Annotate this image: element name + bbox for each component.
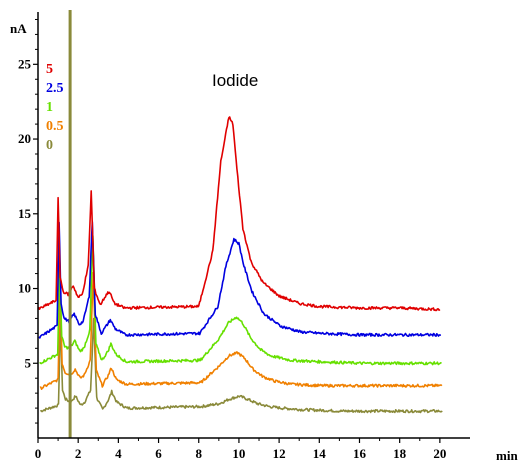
legend-label-0-5: 0.5 xyxy=(46,119,64,134)
x-tick-label: 12 xyxy=(273,446,286,461)
x-tick-label: 20 xyxy=(433,446,446,461)
x-tick-label: 0 xyxy=(35,446,42,461)
x-tick-label: 18 xyxy=(393,446,407,461)
legend: 5 2.5 1 0.5 0 xyxy=(46,62,64,153)
x-ticks: 0 2 4 6 8 10 12 14 16 18 20 xyxy=(35,438,446,461)
x-tick-label: 14 xyxy=(313,446,327,461)
series-line-2-5 xyxy=(38,220,442,339)
y-axis-unit-label: nA xyxy=(10,21,27,36)
plot-lines xyxy=(37,10,443,438)
x-tick-label: 8 xyxy=(195,446,202,461)
legend-label-2-5: 2.5 xyxy=(46,81,64,96)
axes xyxy=(37,12,470,439)
peak-annotation: Iodide xyxy=(212,71,258,90)
x-tick-label: 10 xyxy=(232,446,245,461)
y-tick-label: 5 xyxy=(25,355,32,370)
x-tick-label: 4 xyxy=(115,446,122,461)
series-line-1 xyxy=(39,235,442,366)
y-tick-label: 15 xyxy=(18,206,32,221)
x-tick-label: 16 xyxy=(353,446,367,461)
y-tick-label: 25 xyxy=(18,56,32,71)
series-line-0-5 xyxy=(39,271,443,391)
x-tick-label: 2 xyxy=(75,446,82,461)
injection-spike xyxy=(68,10,72,438)
series-line-0 xyxy=(40,317,443,414)
x-tick-label: 6 xyxy=(155,446,162,461)
series-line-5 xyxy=(37,116,441,312)
legend-label-0: 0 xyxy=(46,138,53,153)
legend-label-5: 5 xyxy=(46,62,53,77)
x-axis-unit-label: min xyxy=(496,448,518,463)
y-tick-label: 10 xyxy=(18,281,31,296)
y-tick-label: 20 xyxy=(18,131,31,146)
legend-label-1: 1 xyxy=(46,100,53,115)
y-ticks: 5 10 15 20 25 xyxy=(18,18,38,424)
